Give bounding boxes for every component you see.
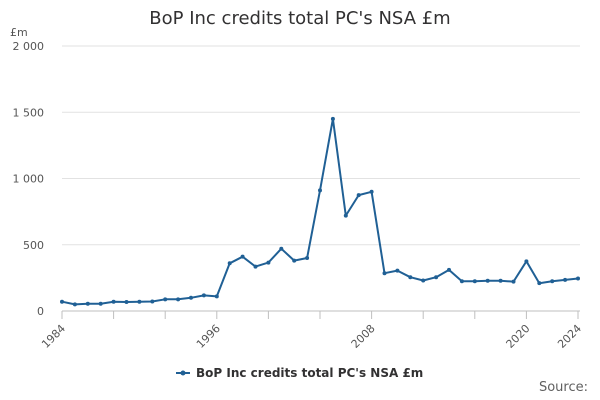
data-point <box>214 294 219 299</box>
data-point <box>343 213 348 218</box>
source-label: Source: <box>538 380 588 395</box>
data-point <box>240 254 245 259</box>
data-point <box>330 116 335 121</box>
chart-title: BoP Inc credits total PC's NSA £m <box>149 8 451 29</box>
data-point <box>253 264 258 269</box>
data-point <box>485 278 490 283</box>
data-point <box>434 275 439 280</box>
y-tick-label: 0 <box>37 305 44 318</box>
y-tick-label: 1 000 <box>13 173 45 186</box>
axes: £m 0 500 1 000 1 500 2 000 1984 1996 2008 2020 202… <box>10 26 584 351</box>
legend: BoP Inc credits total PC's NSA £m <box>176 366 423 380</box>
y-tick-label: 1 500 <box>13 106 45 119</box>
data-point <box>524 259 529 264</box>
data-point <box>537 281 542 286</box>
series-layer <box>60 116 580 307</box>
data-point <box>176 297 181 302</box>
data-point <box>227 261 232 266</box>
data-point <box>279 246 284 251</box>
x-tick-label: 2020 <box>504 322 533 351</box>
x-tick-label: 2008 <box>349 322 378 351</box>
data-point <box>563 277 568 282</box>
gridlines <box>62 45 580 312</box>
data-point <box>137 299 142 304</box>
data-point <box>382 271 387 276</box>
data-point <box>111 299 116 304</box>
data-point <box>201 293 206 298</box>
y-tick-label: 2 000 <box>13 40 45 53</box>
data-point <box>459 279 464 284</box>
data-point <box>266 260 271 265</box>
data-point <box>124 299 129 304</box>
data-point <box>305 256 310 260</box>
x-tick-label: 1996 <box>194 322 223 351</box>
data-point <box>421 278 426 283</box>
legend-label: BoP Inc credits total PC's NSA £m <box>196 366 423 380</box>
data-point <box>98 301 103 306</box>
x-tick-label: 1984 <box>39 322 68 351</box>
y-axis-label: £m <box>10 26 28 39</box>
data-point <box>150 299 155 304</box>
data-point <box>447 267 451 272</box>
data-point <box>498 278 503 283</box>
legend-marker <box>180 370 186 376</box>
data-point <box>395 268 400 273</box>
data-point <box>408 275 413 280</box>
data-point <box>292 258 297 263</box>
x-tick-label: 2024 <box>555 322 584 351</box>
data-point <box>369 189 374 194</box>
y-tick-label: 500 <box>23 239 44 252</box>
data-point <box>163 297 168 302</box>
data-point <box>576 276 580 281</box>
data-point <box>550 279 555 284</box>
data-point <box>472 279 477 284</box>
data-point <box>318 188 322 193</box>
data-point <box>85 301 90 306</box>
data-point <box>356 193 361 198</box>
data-point <box>511 279 516 284</box>
data-point <box>72 302 77 307</box>
data-point <box>189 295 193 300</box>
data-point <box>60 299 64 304</box>
series-line <box>61 117 579 306</box>
